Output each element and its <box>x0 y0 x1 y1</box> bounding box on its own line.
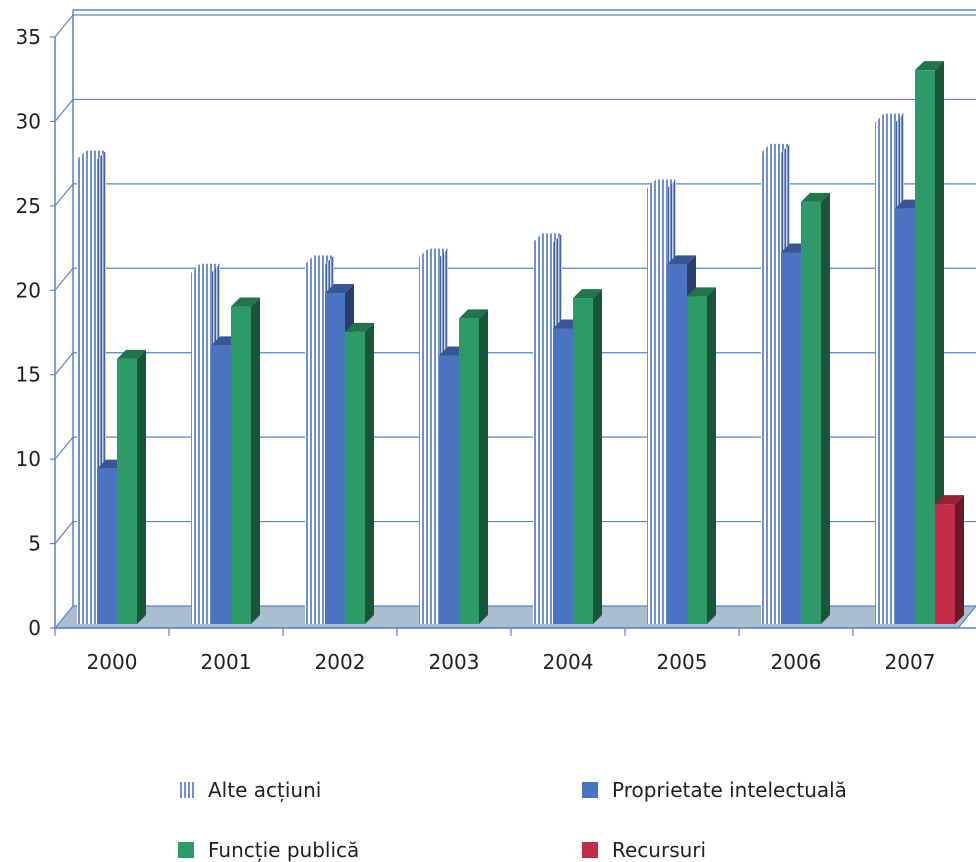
bar <box>345 322 374 624</box>
gridline-diagonal <box>54 436 74 460</box>
bar <box>801 192 830 624</box>
bar <box>573 289 602 624</box>
y-tick-label: 5 <box>28 532 41 556</box>
x-tick-label: 2001 <box>201 650 252 674</box>
gridline-diagonal <box>54 14 74 38</box>
y-tick-label: 0 <box>28 616 41 640</box>
bar <box>459 309 488 624</box>
x-tick-label: 2003 <box>429 650 480 674</box>
x-tick-label: 2002 <box>315 650 366 674</box>
y-tick-label: 35 <box>16 25 41 49</box>
bar <box>935 495 964 624</box>
chart-back-wall <box>72 9 976 606</box>
gridline-diagonal <box>54 183 74 207</box>
x-tick-label: 2004 <box>543 650 594 674</box>
gridline-diagonal <box>54 99 74 122</box>
bar <box>915 61 944 625</box>
axis-labels: 0 5 10 15 20 25 30 35 2000 2001 2002 2003 2004 2005 20… <box>16 25 936 674</box>
y-tick-label: 10 <box>16 447 41 471</box>
x-tick-label: 2005 <box>657 650 708 674</box>
x-tick-label: 2000 <box>87 650 138 674</box>
y-tick-label: 30 <box>16 109 41 133</box>
bar <box>117 349 146 624</box>
y-tick-label: 20 <box>16 278 41 302</box>
bar <box>231 297 260 624</box>
gridline-diagonal <box>54 267 74 291</box>
bar <box>687 287 716 624</box>
y-tick-label: 25 <box>16 194 41 218</box>
y-tick-label: 15 <box>16 363 41 387</box>
bars <box>77 61 964 625</box>
x-tick-label: 2006 <box>771 650 822 674</box>
axes <box>50 36 976 636</box>
gridline-diagonal <box>54 352 74 376</box>
gridline-diagonal <box>54 521 74 544</box>
x-tick-label: 2007 <box>885 650 936 674</box>
